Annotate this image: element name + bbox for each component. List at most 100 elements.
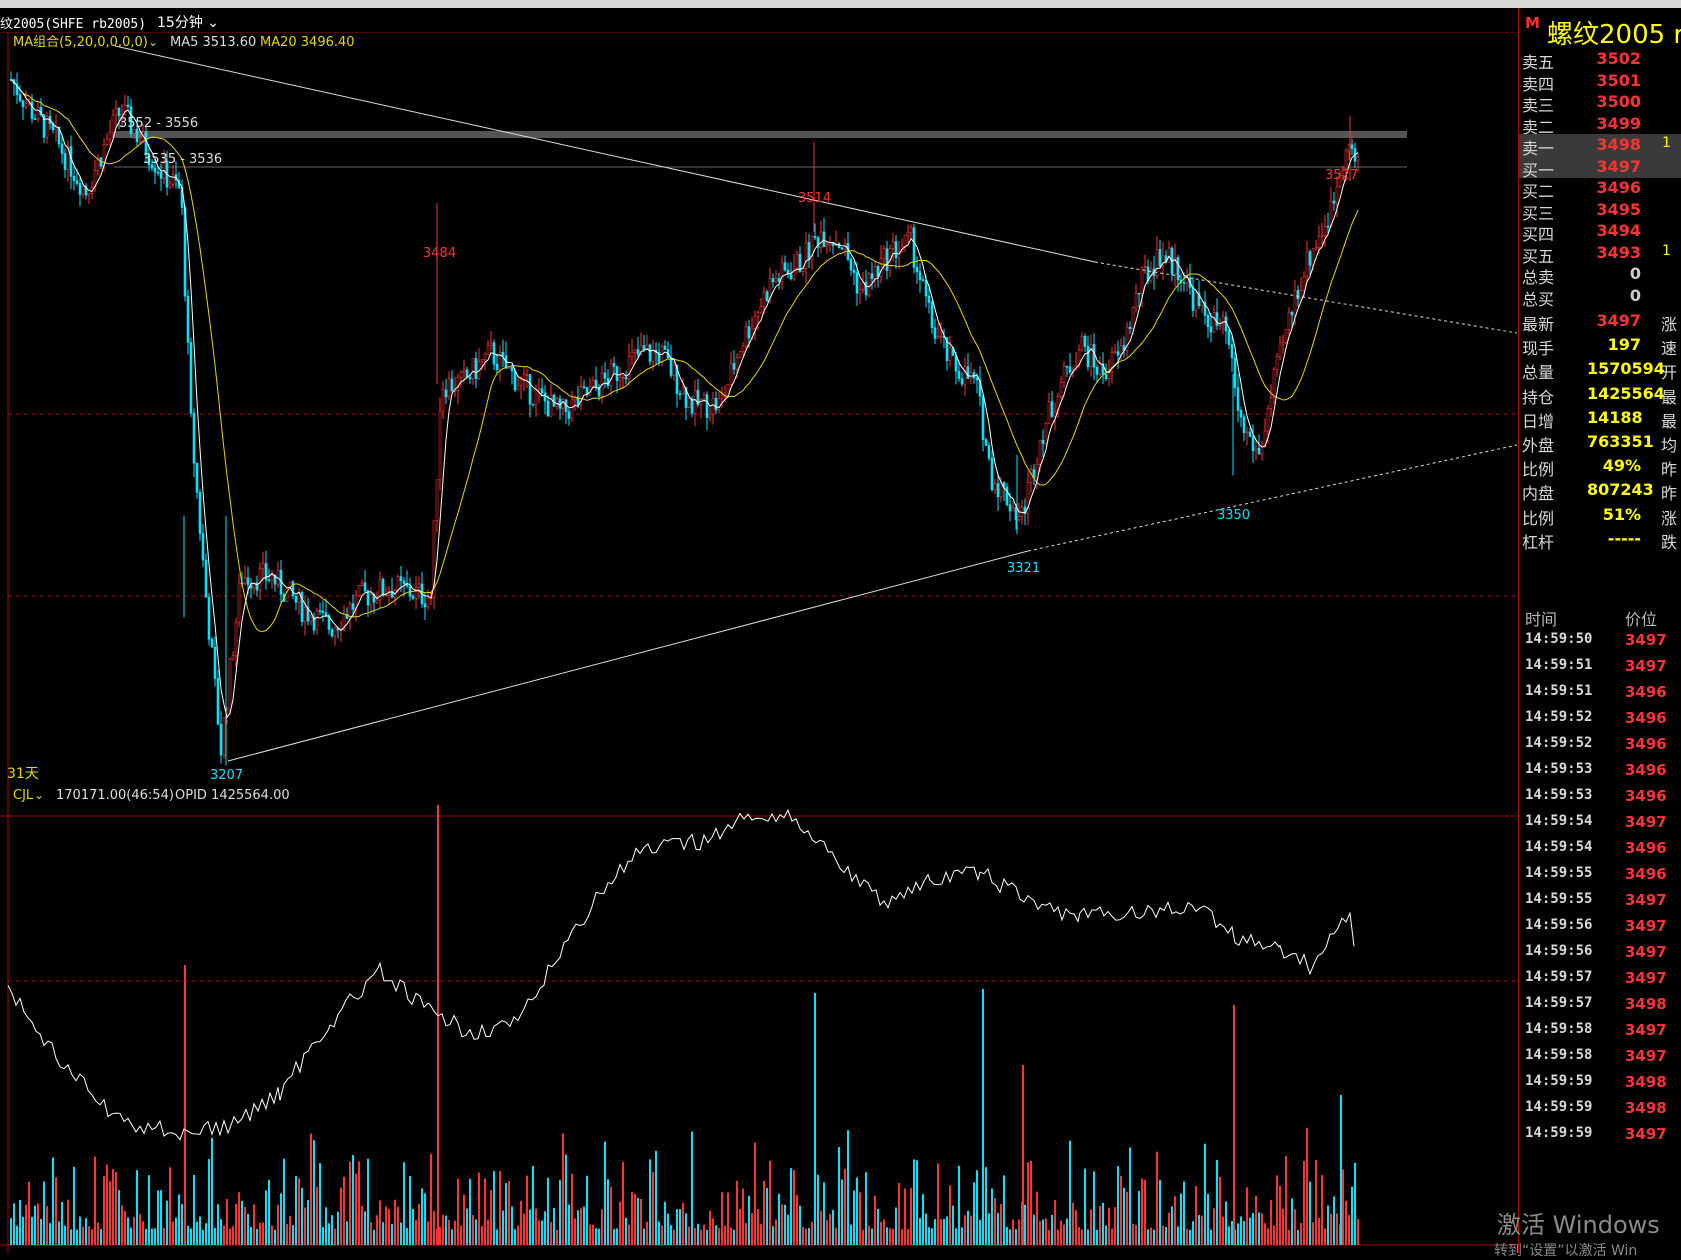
volume-bar	[58, 1221, 60, 1245]
candle-body	[717, 397, 721, 411]
volume-bar	[79, 1216, 81, 1245]
quote-row: 总卖 0	[1519, 263, 1681, 287]
volume-bar	[874, 1195, 876, 1245]
volume-bar	[895, 1207, 897, 1245]
candle-body	[1080, 336, 1084, 351]
volume-bar	[1270, 1200, 1272, 1245]
candle-body	[216, 678, 220, 725]
quote-row: 内盘 807243 昨	[1519, 479, 1681, 503]
candle-body	[318, 610, 322, 612]
candle-body	[414, 586, 418, 599]
candle-body	[801, 268, 805, 272]
volume-bar	[1174, 1196, 1176, 1245]
candle-body	[69, 146, 73, 177]
volume-bar	[1159, 1180, 1161, 1245]
candle-body	[1221, 316, 1225, 324]
volume-bar	[613, 1229, 615, 1245]
price-chart[interactable]: MA组合(5,20,0,0,0,0) ⌄ MA5 3513.60 MA20 34…	[0, 32, 1517, 1253]
volume-bar	[298, 1178, 300, 1245]
candle-body	[252, 582, 256, 589]
candle-body	[1257, 447, 1261, 455]
candle-body	[1095, 366, 1099, 375]
candle-body	[954, 355, 958, 372]
trendline-lower-extension[interactable]	[1027, 444, 1517, 552]
candle-body	[366, 590, 370, 606]
chevron-down-icon[interactable]: ⌄	[34, 788, 44, 802]
tick-price: 3496	[1625, 709, 1667, 727]
volume-bar	[286, 1224, 288, 1245]
candle-body	[1167, 247, 1171, 263]
volume-bar	[391, 1223, 393, 1245]
volume-bar	[97, 1222, 99, 1245]
volume-bar	[913, 1159, 915, 1245]
ma-combo-label[interactable]: MA组合(5,20,0,0,0,0)	[13, 35, 148, 50]
candle-body	[462, 369, 466, 373]
volume-bar	[790, 1168, 792, 1245]
volume-bar	[883, 1219, 885, 1245]
quote-row-value: 197	[1607, 335, 1641, 355]
chart-title-bar: 纹2005(SHFE rb2005) 15分钟 ⌄	[0, 8, 1517, 32]
candle-body	[423, 603, 427, 608]
volume-bar	[979, 1219, 981, 1245]
volume-bar	[595, 1228, 597, 1245]
tick-time: 14:59:53	[1525, 787, 1593, 803]
candle-body	[309, 616, 313, 622]
quote-row-value: -----	[1607, 528, 1641, 548]
tick-time: 14:59:55	[1525, 865, 1593, 881]
candle-body	[516, 385, 520, 391]
volume-bar	[1012, 1219, 1014, 1245]
candle-body	[990, 458, 994, 491]
candle-body	[303, 607, 307, 622]
volume-bar	[931, 1228, 933, 1245]
candle-body	[75, 180, 79, 184]
candle-body	[930, 302, 934, 329]
candle-body	[714, 398, 718, 411]
candle-body	[369, 594, 373, 606]
volume-bar	[889, 1228, 891, 1245]
quote-row-label: 卖一	[1522, 139, 1555, 158]
symbol-label[interactable]: 纹2005(SHFE rb2005)	[0, 17, 147, 32]
candle-body	[738, 351, 742, 359]
quote-row-label: 卖五	[1522, 53, 1555, 72]
trendline-upper-extension[interactable]	[1094, 261, 1517, 334]
volume-bar	[724, 1225, 726, 1245]
quote-row-value: 49%	[1602, 456, 1641, 476]
tick-time: 14:59:57	[1525, 995, 1593, 1011]
tick-row: 14:59:52 3496	[1519, 706, 1681, 732]
tick-time: 14:59:58	[1525, 1047, 1593, 1063]
quote-row-value: 51%	[1602, 504, 1641, 524]
volume-bar	[1340, 1095, 1342, 1245]
candle-body	[531, 403, 535, 406]
tick-price: 3497	[1625, 1125, 1667, 1143]
volume-bar	[1090, 1209, 1092, 1245]
volume-bar	[1072, 1202, 1074, 1245]
tick-price: 3497	[1625, 631, 1667, 649]
candle-body	[1113, 351, 1117, 353]
trough-label-3350: 3350	[1217, 508, 1250, 523]
volume-indicator-label[interactable]: CJL	[13, 788, 34, 803]
candle-body	[939, 335, 943, 338]
volume-bar	[1117, 1166, 1119, 1245]
candle-body	[918, 271, 922, 280]
chevron-down-icon[interactable]: ⌄	[148, 35, 158, 49]
volume-bar	[1033, 1214, 1035, 1245]
volume-bar	[457, 1178, 459, 1245]
tick-row: 14:59:51 3497	[1519, 654, 1681, 680]
candle-body	[597, 386, 601, 397]
volume-bar	[745, 1223, 747, 1245]
volume-bar	[517, 1225, 519, 1245]
volume-bar	[169, 1167, 171, 1245]
candle-body	[615, 366, 619, 381]
trendline-lower[interactable]	[227, 550, 1029, 762]
candle-body	[1320, 235, 1324, 238]
quote-row-label: 日增	[1522, 411, 1555, 431]
volume-bar	[397, 1206, 399, 1245]
volume-bar	[844, 1168, 846, 1245]
period-selector[interactable]: 15分钟 ⌄	[157, 12, 219, 32]
candle-body	[822, 231, 826, 248]
candle-body	[42, 114, 46, 138]
volume-bar	[880, 1221, 882, 1245]
candle-body	[150, 164, 154, 169]
candle-body	[255, 582, 259, 591]
trendline-upper[interactable]	[114, 45, 1096, 263]
